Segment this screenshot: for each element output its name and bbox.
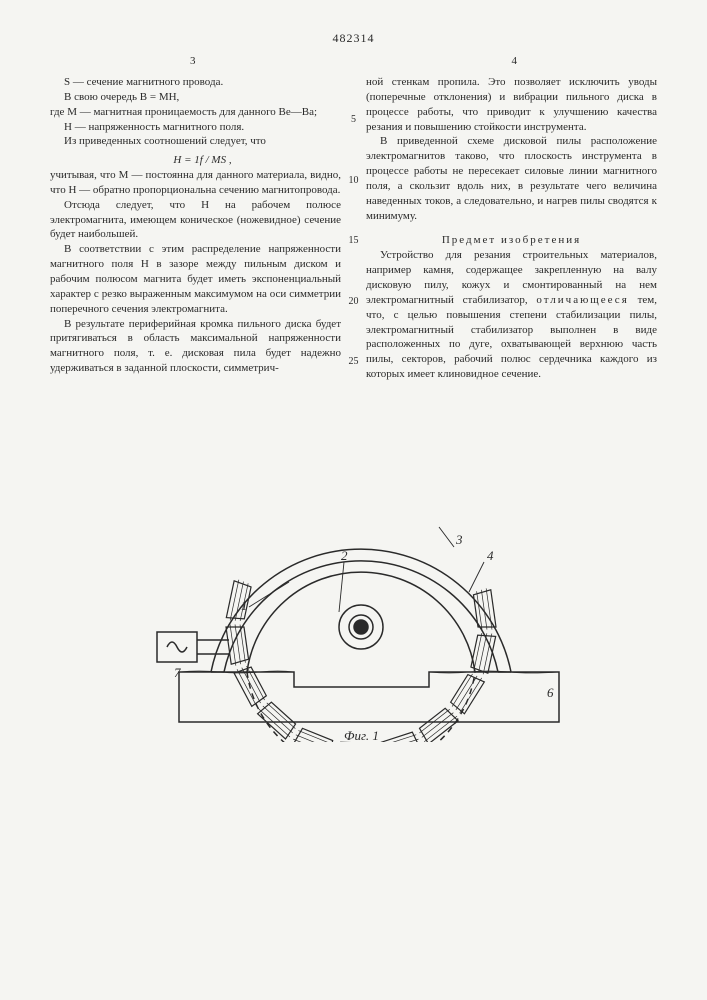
line-marker: 20 [349, 295, 359, 309]
leader-3 [439, 527, 454, 547]
paragraph: H — напряженность магнитного поля. [50, 120, 341, 135]
line-marker: 5 [349, 113, 359, 127]
page-left: 3 [190, 54, 196, 69]
label-1: 1 [241, 598, 248, 613]
base-block [179, 672, 559, 722]
page-right: 4 [512, 54, 518, 69]
line-marker: 25 [349, 355, 359, 369]
figure-svg: 1 2 3 4 6 7 Фиг. 1 [139, 432, 569, 742]
text-columns: 5 10 15 20 25 S — сечение магнитного про… [50, 75, 657, 382]
paragraph: В соответствии с этим распределение напр… [50, 242, 341, 316]
line-number-markers: 5 10 15 20 25 [349, 75, 359, 416]
formula: H = 1f / MS , [50, 153, 341, 168]
paragraph: Отсюда следует, что H на рабочем полюсе … [50, 198, 341, 243]
paragraph: В свою очередь B = MH, [50, 90, 341, 105]
paragraph: В приведенной схеме дисковой пилы распол… [366, 134, 657, 223]
page-numbers: 3 4 [50, 54, 657, 69]
left-column: S — сечение магнитного провода. В свою о… [50, 75, 341, 382]
section-title: Предмет изобретения [366, 233, 657, 248]
figure-labels: 1 2 3 4 6 7 Фиг. 1 [174, 532, 554, 742]
paragraph: учитывая, что M — постоянна для данного … [50, 168, 341, 198]
paragraph: Из приведенных соотношений следует, что [50, 134, 341, 149]
label-3: 3 [455, 532, 463, 547]
housing-inner [224, 561, 498, 672]
figure-1: 1 2 3 4 6 7 Фиг. 1 [50, 432, 657, 742]
leader-2 [339, 562, 344, 612]
hub-center [354, 620, 368, 634]
housing-outer [211, 549, 511, 672]
paragraph: ной стенкам пропила. Это позволяет исклю… [366, 75, 657, 134]
paragraph: S — сечение магнитного провода. [50, 75, 341, 90]
line-marker: 15 [349, 234, 359, 248]
spaced-word: отличающееся [536, 294, 628, 306]
leader-4 [469, 562, 484, 592]
right-column: ной стенкам пропила. Это позволяет исклю… [366, 75, 657, 382]
paragraph: где M — магнитная проницаемость для данн… [50, 105, 341, 120]
paragraph: В результате периферийная кромка пильног… [50, 317, 341, 376]
sine-icon [167, 642, 187, 652]
label-2: 2 [341, 548, 348, 563]
electromagnet-sectors [226, 580, 496, 742]
label-4: 4 [487, 548, 494, 563]
figure-caption: Фиг. 1 [344, 728, 379, 742]
label-7: 7 [174, 665, 181, 680]
label-6: 6 [547, 685, 554, 700]
patent-number: 482314 [50, 30, 657, 46]
line-marker: 10 [349, 174, 359, 188]
paragraph: Устройство для резания строительных мате… [366, 248, 657, 382]
